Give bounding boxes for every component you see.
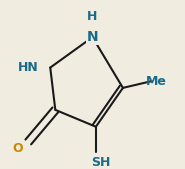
Text: HN: HN: [18, 61, 39, 74]
Text: SH: SH: [91, 156, 111, 169]
Text: N: N: [87, 30, 98, 44]
Text: Me: Me: [146, 75, 167, 88]
Text: H: H: [87, 10, 98, 23]
Text: O: O: [13, 142, 23, 155]
